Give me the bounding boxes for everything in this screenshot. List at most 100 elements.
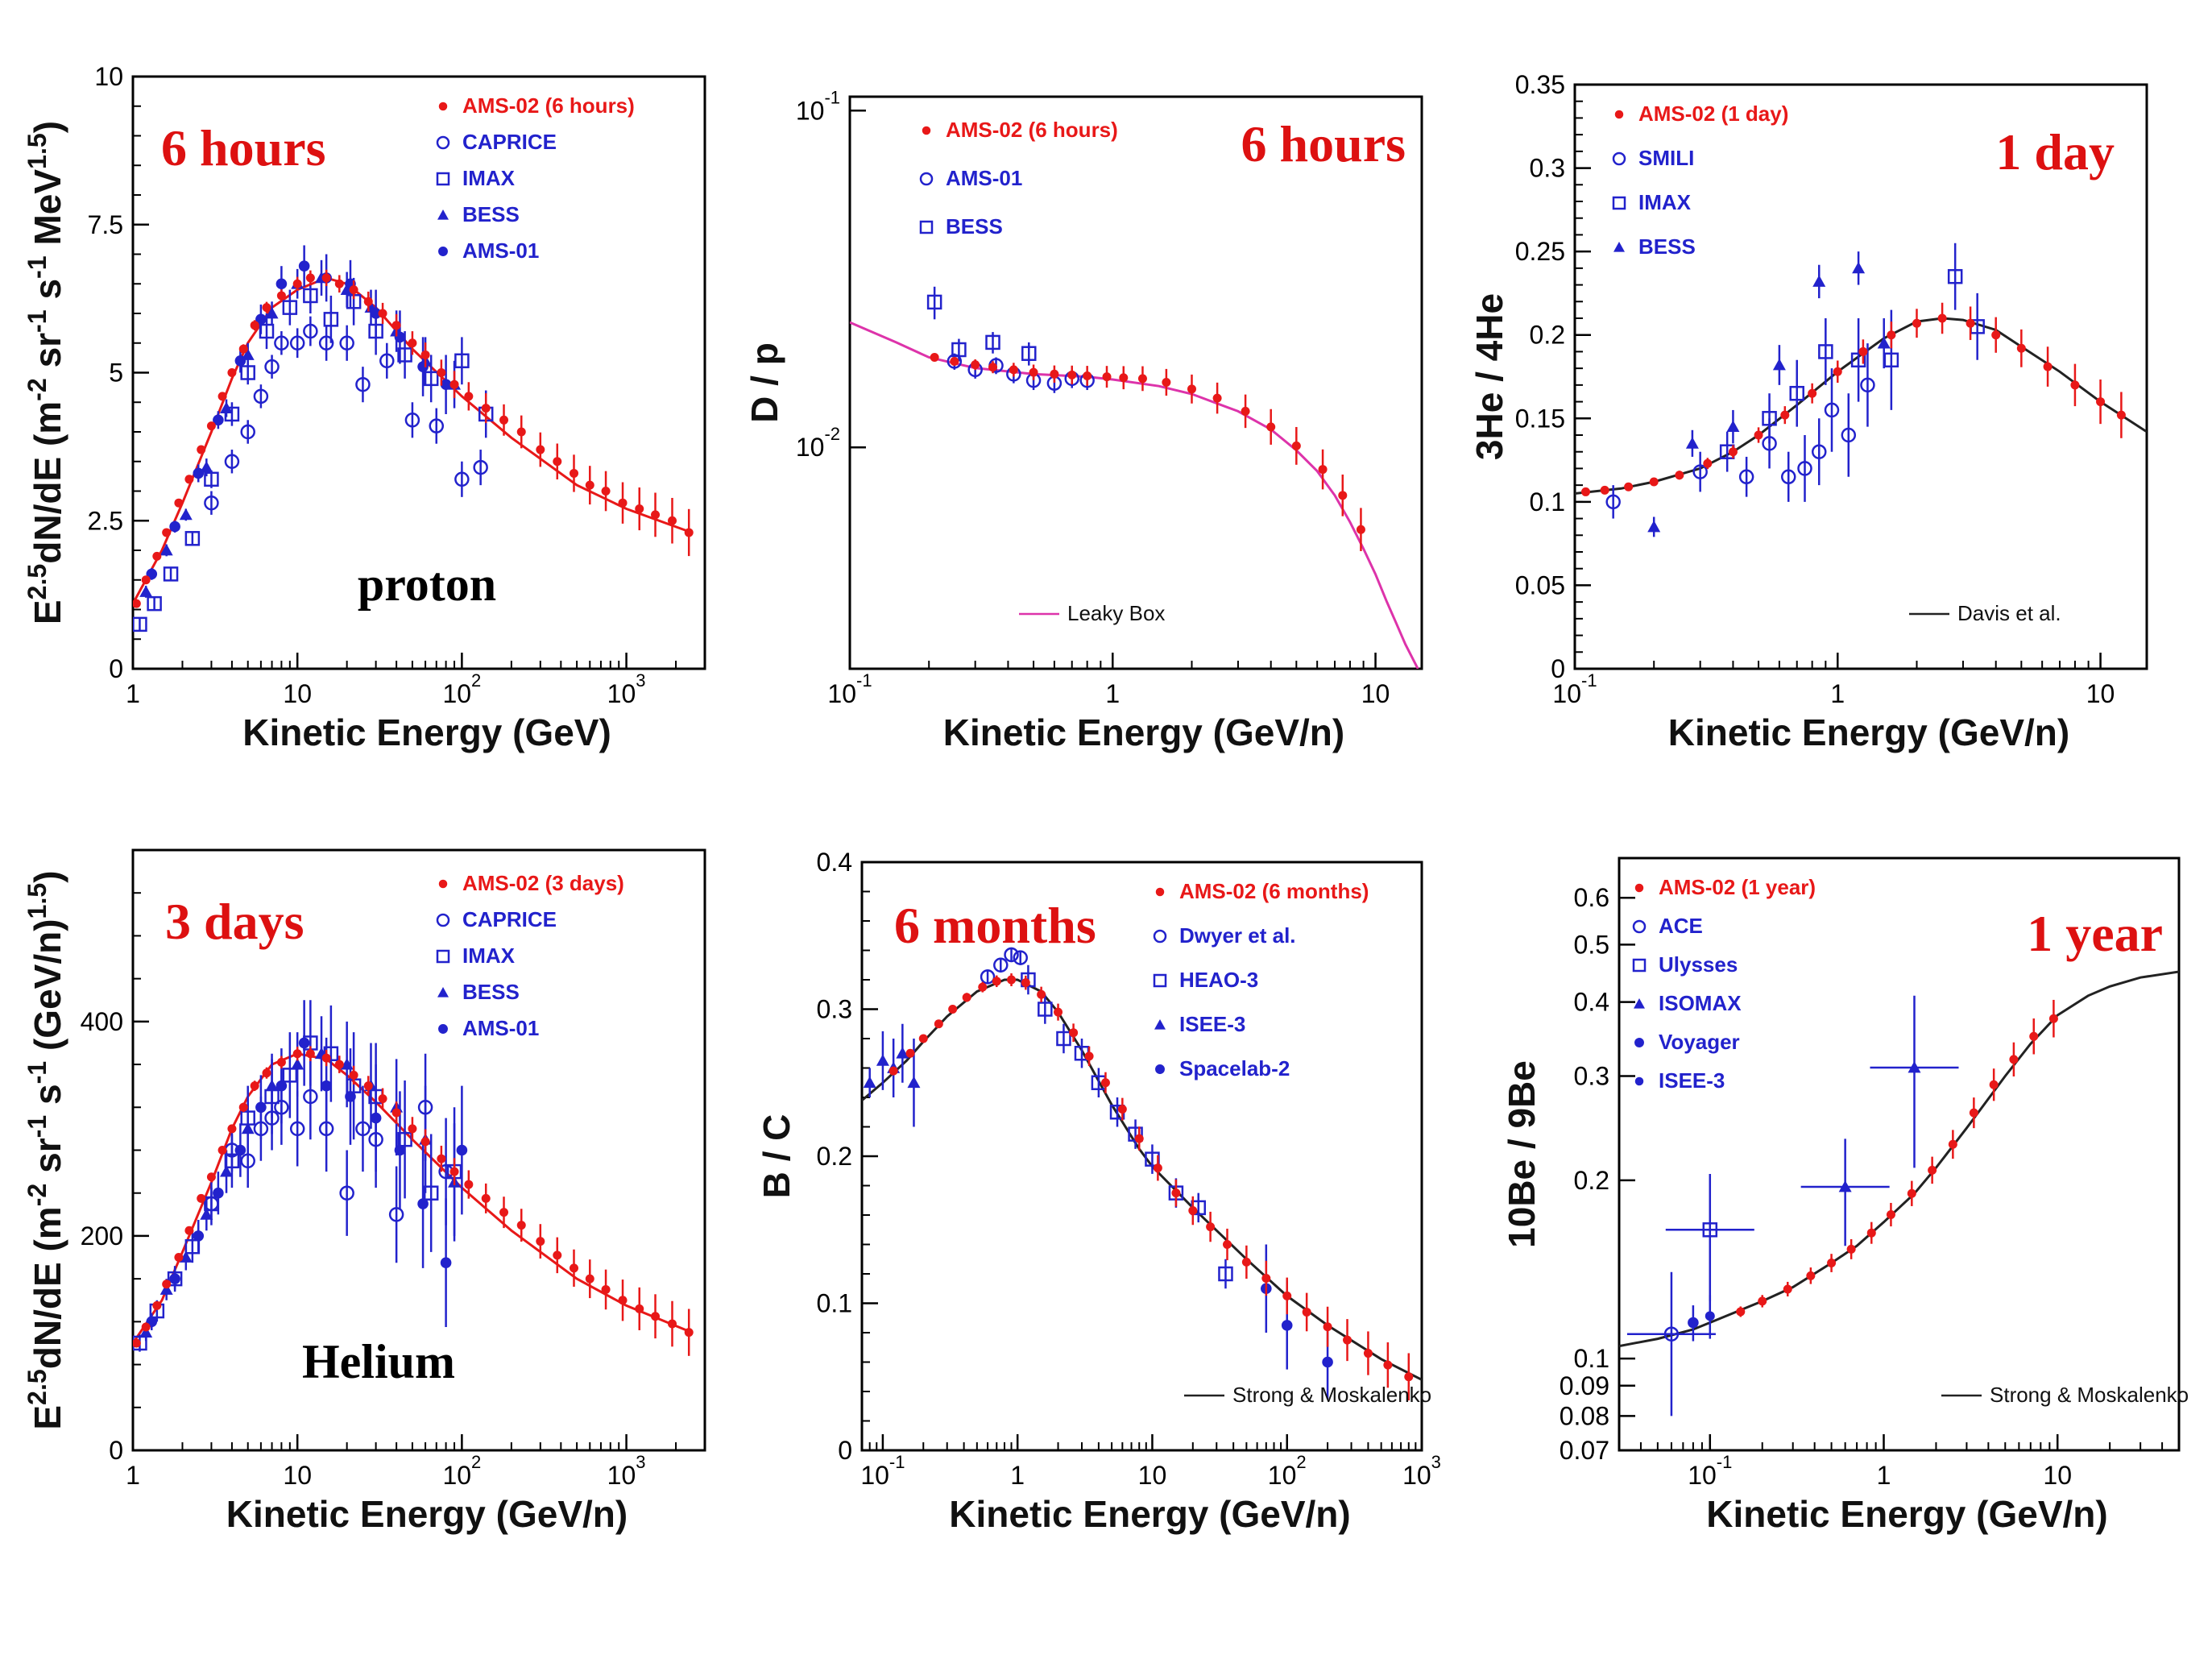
ams02-point <box>1907 1188 1916 1198</box>
y-tick-label: 0 <box>838 1436 852 1465</box>
y-tick-label: 0 <box>1551 654 1565 683</box>
ams02-point <box>321 1053 331 1063</box>
ams02-point <box>1067 370 1077 379</box>
data-point-triangle <box>220 401 234 413</box>
ams02-point <box>184 1226 194 1235</box>
data-point-triangle <box>1685 437 1699 449</box>
data-point-circle <box>1797 461 1812 476</box>
data-point-circle <box>289 335 305 350</box>
legend-marker <box>436 172 450 186</box>
data-point-triangle <box>179 508 193 521</box>
legend-marker <box>922 126 931 135</box>
y-tick-label: 0.2 <box>817 1142 852 1171</box>
data-point-circle <box>1811 444 1827 459</box>
ams02-point <box>1241 406 1250 416</box>
ams02-point <box>227 1124 237 1134</box>
legend-entry: IMAX <box>436 944 516 968</box>
ams02-point <box>276 1057 286 1067</box>
legend-marker <box>1153 973 1167 988</box>
y-tick-label: 0.15 <box>1515 404 1565 433</box>
legend-label: AMS-02 (6 hours) <box>946 118 1118 142</box>
legend-marker <box>919 220 934 234</box>
legend-label: ISEE-3 <box>1659 1068 1725 1093</box>
ams02-point <box>1991 330 2001 340</box>
data-point-square <box>1218 1266 1233 1282</box>
legend-label: CAPRICE <box>462 907 557 931</box>
x-axis-title: Kinetic Energy (GeV/n) <box>1668 711 2069 753</box>
ams02-point <box>601 487 611 496</box>
data-point-star <box>1322 1356 1333 1368</box>
exposure-label: 3 days <box>165 893 304 950</box>
ams02-point <box>1581 487 1591 496</box>
x-axis-title: Kinetic Energy (GeV) <box>242 711 611 753</box>
ams02-point <box>391 1108 401 1118</box>
legend-entry: IMAX <box>436 166 516 190</box>
data-point-square <box>204 471 219 487</box>
plot-area <box>133 1000 694 1356</box>
ams02-point <box>1969 1108 1978 1118</box>
data-point-circle <box>355 376 371 392</box>
ams02-point <box>1338 491 1348 500</box>
legend-entry: Dwyer et al. <box>1153 923 1296 948</box>
ams02-point <box>1134 1134 1144 1143</box>
data-point-circle <box>1780 469 1796 485</box>
y-tick-label: 0.3 <box>1574 1061 1609 1090</box>
ams02-point <box>217 392 227 401</box>
ams02-point <box>305 1049 315 1059</box>
data-point-square <box>1762 411 1777 426</box>
data-point-circle <box>379 353 395 369</box>
ams02-point <box>1343 1335 1352 1345</box>
ams02-point <box>1054 1007 1063 1017</box>
data-point-square <box>1818 344 1833 359</box>
ams02-point <box>334 1060 344 1069</box>
x-tick-label: 103 <box>1402 1452 1441 1490</box>
legend-entry: AMS-01 <box>438 238 539 263</box>
data-point-circle <box>1824 402 1840 418</box>
data-point-star <box>213 1187 224 1199</box>
ams02-point <box>378 1094 387 1104</box>
x-tick-label: 103 <box>607 1452 646 1490</box>
ams02-point <box>437 1154 446 1163</box>
ams02-point <box>934 1019 943 1029</box>
ams02-point <box>651 510 661 520</box>
data-point-star <box>234 355 246 367</box>
plot-frame <box>1573 83 2148 670</box>
ams02-point <box>262 303 271 313</box>
legend-label: BESS <box>462 980 520 1004</box>
ams02-point <box>1323 1322 1332 1332</box>
data-point-star <box>440 1257 452 1268</box>
y-tick-label: 0.1 <box>1530 487 1565 516</box>
legend-label: Ulysses <box>1659 952 1738 977</box>
legend-marker <box>437 987 449 997</box>
ams02-point <box>1866 1228 1876 1238</box>
exposure-label: 1 day <box>1995 123 2115 180</box>
data-point-star <box>440 379 452 391</box>
x-tick-label: 1 <box>1877 1461 1891 1490</box>
legend-marker <box>437 209 449 220</box>
y-axis-title: 10Be / 9Be <box>1501 1060 1543 1248</box>
ams02-point <box>334 279 344 288</box>
legend-entry: CAPRICE <box>436 907 557 931</box>
theory-curve <box>1575 317 2147 495</box>
data-point-square <box>282 300 298 315</box>
ams02-point <box>206 1172 216 1182</box>
ams02-point <box>227 368 237 377</box>
ams02-point <box>1007 975 1017 985</box>
legend-entry: BESS <box>919 214 1003 238</box>
ams02-point <box>420 350 430 359</box>
data-point-circle <box>355 1121 371 1137</box>
ams02-point <box>2016 343 2026 353</box>
data-point-triangle <box>876 1054 889 1066</box>
y-tick-label: 10 <box>94 62 123 91</box>
ams02-point <box>481 404 491 413</box>
y-tick-label: 0 <box>109 654 123 683</box>
ams02-point <box>464 1180 474 1189</box>
legend-label: Spacelab-2 <box>1179 1056 1290 1080</box>
particle-label: Helium <box>302 1335 455 1388</box>
data-point-triangle <box>907 1076 921 1089</box>
data-point-square <box>1947 268 1963 284</box>
y-tick-label: 0.05 <box>1515 570 1565 599</box>
ams02-point <box>1206 1222 1216 1232</box>
data-point-triangle <box>200 461 213 473</box>
ams02-point <box>889 1066 898 1076</box>
